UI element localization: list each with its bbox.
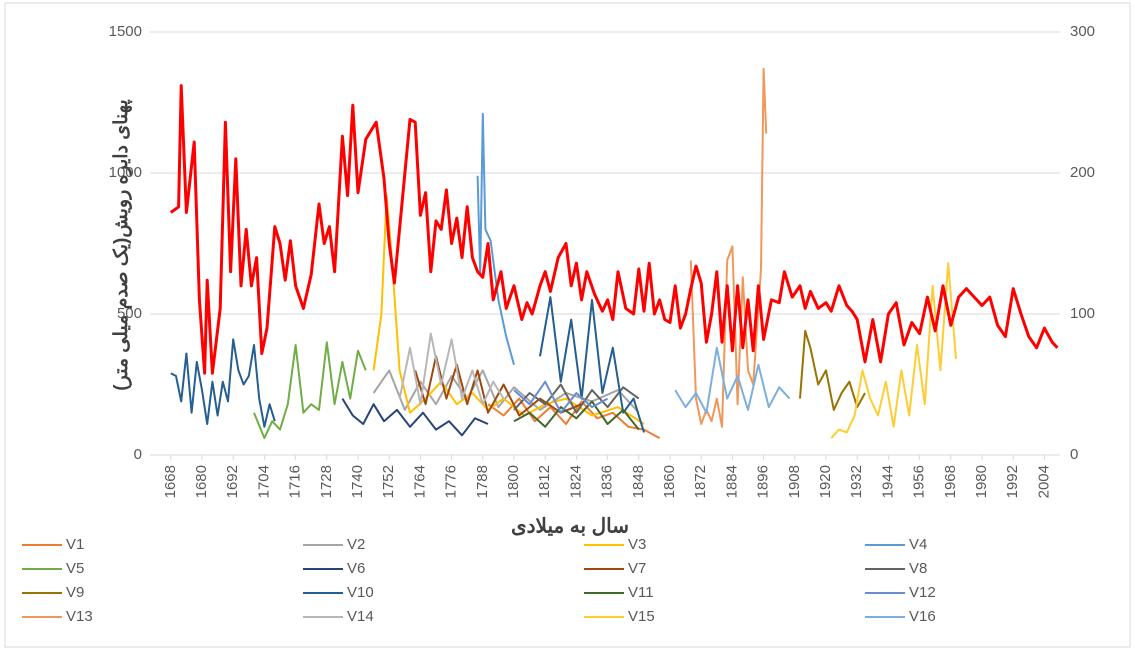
y-tick-label: 0 (134, 446, 142, 463)
series-line (170, 296, 645, 433)
legend-label: V16 (909, 608, 936, 625)
x-tick-label: 1812 (536, 465, 553, 498)
legend-label: V2 (347, 536, 365, 553)
y-tick-label: 1000 (109, 164, 142, 181)
legend-label: V11 (628, 584, 654, 601)
x-tick-label: 1716 (287, 465, 304, 498)
series-line (341, 398, 489, 437)
series-line (799, 329, 866, 411)
x-tick-label: 1896 (755, 465, 772, 498)
x-tick-label: 2004 (1035, 465, 1052, 498)
x-tick-label: 1800 (505, 465, 522, 498)
x-tick-label: 1944 (879, 465, 896, 498)
series-line (253, 341, 367, 440)
y2-tick-label: 300 (1070, 23, 1095, 40)
x-tick-label: 1980 (973, 465, 990, 498)
x-tick-label: 1764 (411, 465, 428, 498)
legend-label: V1 (66, 536, 84, 553)
series-line (674, 346, 791, 414)
series-line (513, 400, 640, 431)
y2-tick-label: 200 (1070, 164, 1095, 181)
series-line (476, 112, 515, 366)
x-tick-label: 1860 (661, 465, 678, 498)
legend-label: V10 (347, 584, 374, 601)
legend-label: V4 (909, 536, 927, 553)
x-tick-label: 1788 (474, 465, 491, 498)
x-tick-label: 1884 (723, 465, 740, 498)
series-line (513, 380, 609, 414)
x-tick-label: 1704 (255, 465, 272, 498)
series-line (487, 397, 661, 439)
x-tick-label: 1836 (599, 465, 616, 498)
y-tick-label: 500 (117, 305, 142, 322)
x-tick-label: 1968 (942, 465, 959, 498)
x-tick-label: 1668 (162, 465, 179, 498)
y-tick-label: 1500 (109, 23, 142, 40)
legend-label: V3 (628, 536, 646, 553)
x-tick-label: 1956 (911, 465, 928, 498)
legend-label: V7 (628, 560, 646, 577)
legend-label: V5 (66, 560, 84, 577)
x-axis-title: سال به میلادی (511, 515, 629, 537)
legend-label: V9 (66, 584, 84, 601)
x-tick-label: 1872 (692, 465, 709, 498)
legend-label: V15 (628, 608, 655, 625)
legend-label: V13 (66, 608, 93, 625)
x-tick-label: 1680 (193, 465, 210, 498)
x-tick-label: 1992 (1004, 465, 1021, 498)
y2-tick-label: 100 (1070, 305, 1095, 322)
x-tick-label: 1908 (786, 465, 803, 498)
series-line (169, 84, 1059, 375)
chart-frame (4, 2, 1131, 648)
series-line (398, 332, 505, 406)
legend-label: V12 (909, 584, 936, 601)
x-tick-label: 1776 (443, 465, 460, 498)
x-tick-label: 1848 (630, 465, 647, 498)
series-line (830, 262, 957, 439)
x-tick-label: 1692 (224, 465, 241, 498)
x-tick-label: 1752 (380, 465, 397, 498)
x-tick-label: 1728 (318, 465, 335, 498)
legend-label: V14 (347, 608, 374, 625)
x-tick-label: 1932 (848, 465, 865, 498)
y-axis-title: پهنای دایره رویش(یک صدم میلی متر) (111, 99, 132, 390)
y2-tick-label: 0 (1070, 446, 1078, 463)
x-tick-label: 1824 (567, 465, 584, 498)
legend-label: V6 (347, 560, 365, 577)
legend-label: V8 (909, 560, 927, 577)
x-tick-label: 1740 (349, 465, 366, 498)
x-tick-label: 1920 (817, 465, 834, 498)
